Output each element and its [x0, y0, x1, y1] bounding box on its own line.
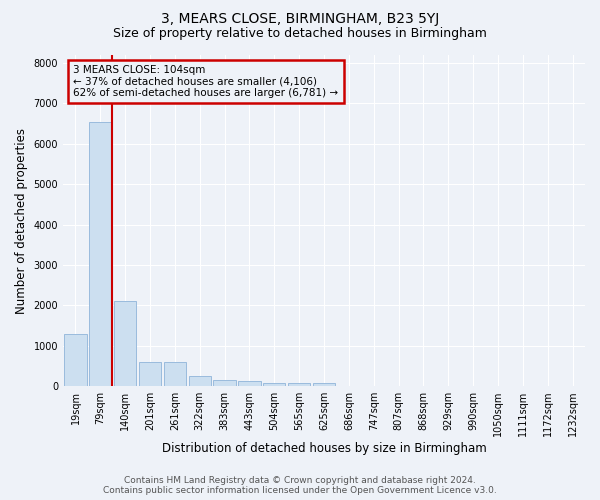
Text: Contains HM Land Registry data © Crown copyright and database right 2024.
Contai: Contains HM Land Registry data © Crown c… [103, 476, 497, 495]
Text: Size of property relative to detached houses in Birmingham: Size of property relative to detached ho… [113, 28, 487, 40]
Bar [188, 376, 211, 386]
Bar [263, 383, 286, 386]
Bar [214, 380, 236, 386]
Y-axis label: Number of detached properties: Number of detached properties [15, 128, 28, 314]
Text: 3, MEARS CLOSE, BIRMINGHAM, B23 5YJ: 3, MEARS CLOSE, BIRMINGHAM, B23 5YJ [161, 12, 439, 26]
Bar [114, 302, 136, 386]
Bar [164, 362, 186, 386]
Text: 3 MEARS CLOSE: 104sqm
← 37% of detached houses are smaller (4,106)
62% of semi-d: 3 MEARS CLOSE: 104sqm ← 37% of detached … [73, 65, 338, 98]
Bar [238, 381, 260, 386]
Bar [89, 122, 112, 386]
Bar [288, 383, 310, 386]
Bar [313, 383, 335, 386]
X-axis label: Distribution of detached houses by size in Birmingham: Distribution of detached houses by size … [161, 442, 487, 455]
Bar [64, 334, 86, 386]
Bar [139, 362, 161, 386]
